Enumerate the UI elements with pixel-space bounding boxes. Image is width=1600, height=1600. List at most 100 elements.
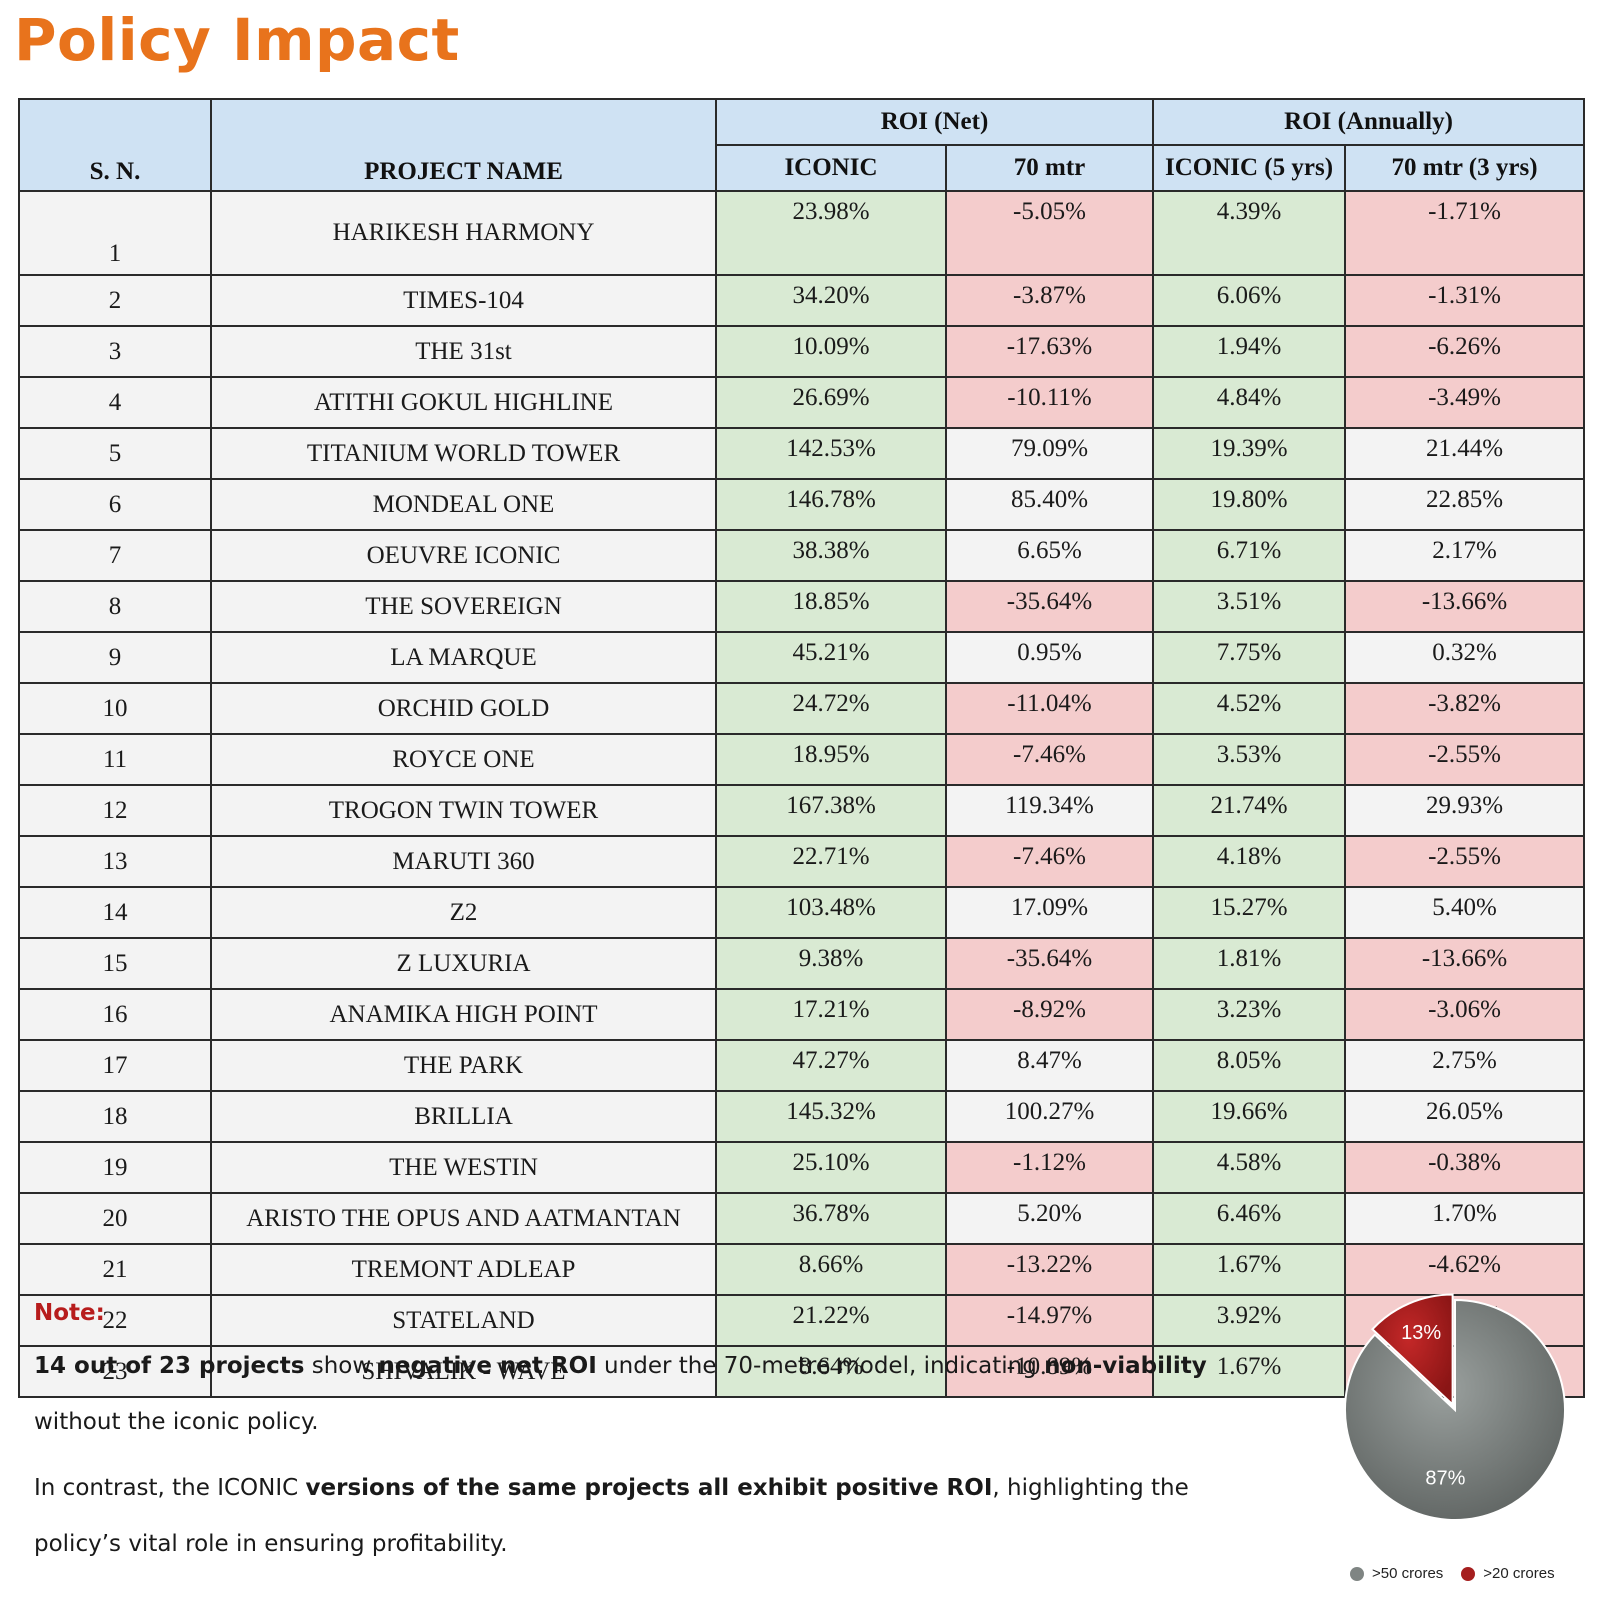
cell-annual-iconic: 3.92% [1152,1294,1347,1347]
cell-net-iconic: 18.95% [715,733,947,786]
cell-net-70mtr: 0.95% [944,631,1155,684]
cell-annual-70mtr: -3.82% [1344,682,1586,735]
cell-project-name: LA MARQUE [210,631,717,684]
cell-net-70mtr: -1.12% [944,1141,1155,1194]
legend-label: >20 crores [1483,1565,1555,1582]
cell-sn: 4 [18,376,212,429]
cell-net-70mtr: -8.92% [944,988,1155,1041]
cell-net-70mtr: -11.04% [944,682,1155,735]
note-emphasis: 14 out of 23 projects [34,1353,305,1379]
cell-sn: 11 [18,733,212,786]
cell-sn: 12 [18,784,212,837]
cell-net-iconic: 142.53% [715,427,947,480]
cell-net-iconic: 45.21% [715,631,947,684]
cell-project-name: ANAMIKA HIGH POINT [210,988,717,1041]
cell-annual-iconic: 19.39% [1152,427,1347,480]
cell-project-name: TIMES-104 [210,274,717,327]
cell-annual-70mtr: 29.93% [1344,784,1586,837]
cell-project-name: TREMONT ADLEAP [210,1243,717,1296]
table-row: 19 THE WESTIN 25.10% -1.12% 4.58% -0.38% [18,1141,1586,1194]
cell-sn: 22 [18,1294,212,1347]
cell-annual-70mtr: -2.55% [1344,835,1586,888]
cell-project-name: THE SOVEREIGN [210,580,717,633]
cell-sn: 3 [18,325,212,378]
note-label: Note: [34,1300,105,1326]
cell-net-iconic: 21.22% [715,1294,947,1347]
cell-sn: 1 [18,190,212,276]
cell-net-70mtr: -7.46% [944,733,1155,786]
cell-project-name: ORCHID GOLD [210,682,717,735]
cell-annual-iconic: 1.67% [1152,1243,1347,1296]
cell-annual-70mtr: -13.66% [1344,937,1586,990]
cell-net-70mtr: -17.63% [944,325,1155,378]
legend-item-50-crores: >50 crores [1350,1565,1443,1582]
pie-chart-svg: 13% 87% [1344,1293,1566,1521]
cell-net-70mtr: -35.64% [944,580,1155,633]
cell-net-iconic: 9.38% [715,937,947,990]
cell-project-name: Z LUXURIA [210,937,717,990]
cell-project-name: MONDEAL ONE [210,478,717,531]
cell-annual-70mtr: -13.66% [1344,580,1586,633]
cell-annual-iconic: 6.06% [1152,274,1347,327]
note-paragraph-1: 14 out of 23 projects show negative net … [34,1338,1274,1450]
note-emphasis: versions of the same projects all exhibi… [305,1475,993,1501]
cell-annual-iconic: 19.66% [1152,1090,1347,1143]
table-row: 15 Z LUXURIA 9.38% -35.64% 1.81% -13.66% [18,937,1586,990]
cell-sn: 19 [18,1141,212,1194]
cell-annual-iconic: 4.52% [1152,682,1347,735]
cell-net-iconic: 18.85% [715,580,947,633]
cell-project-name: TITANIUM WORLD TOWER [210,427,717,480]
header-project-name: PROJECT NAME [210,98,717,192]
cell-net-70mtr: -10.11% [944,376,1155,429]
note-text: without the iconic policy. [34,1409,319,1435]
cell-net-iconic: 36.78% [715,1192,947,1245]
cell-net-70mtr: -7.46% [944,835,1155,888]
cell-annual-70mtr: -1.31% [1344,274,1586,327]
cell-annual-iconic: 4.39% [1152,190,1347,276]
note-text: , highlighting the policy’s vital role i… [34,1475,1189,1557]
cell-net-iconic: 34.20% [715,274,947,327]
legend-swatch-gray [1350,1566,1364,1581]
cell-project-name: THE WESTIN [210,1141,717,1194]
cell-net-iconic: 47.27% [715,1039,947,1092]
cell-net-iconic: 145.32% [715,1090,947,1143]
cell-project-name: HARIKESH HARMONY [210,190,717,276]
cell-net-iconic: 167.38% [715,784,947,837]
cell-net-iconic: 25.10% [715,1141,947,1194]
cell-net-70mtr: -14.97% [944,1294,1155,1347]
cell-sn: 21 [18,1243,212,1296]
cell-annual-iconic: 1.94% [1152,325,1347,378]
cell-annual-iconic: 3.23% [1152,988,1347,1041]
legend-item-20-crores: >20 crores [1461,1565,1555,1582]
cell-project-name: STATELAND [210,1294,717,1347]
cell-net-70mtr: 79.09% [944,427,1155,480]
table-body: 1 HARIKESH HARMONY 23.98% -5.05% 4.39% -1.71%… [18,190,1586,1398]
header-roi-annually: ROI (Annually) [1152,98,1586,146]
note-text: In contrast, the ICONIC [34,1475,306,1501]
cell-project-name: Z2 [210,886,717,939]
cell-net-70mtr: 6.65% [944,529,1155,582]
cell-annual-70mtr: -1.71% [1344,190,1586,276]
cell-annual-iconic: 21.74% [1152,784,1347,837]
roi-table: S. N. PROJECT NAME ROI (Net) ROI (Annual… [18,98,1586,1398]
header-net-iconic: ICONIC [715,144,947,192]
table-row: 4 ATITHI GOKUL HIGHLINE 26.69% -10.11% 4.84%… [18,376,1586,429]
cell-net-70mtr: 85.40% [944,478,1155,531]
cell-net-iconic: 8.64% [715,1345,947,1398]
cell-annual-iconic: 7.75% [1152,631,1347,684]
cell-annual-70mtr: -2.55% [1344,733,1586,786]
cell-net-70mtr: 5.20% [944,1192,1155,1245]
cell-project-name: ARISTO THE OPUS AND AATMANTAN [210,1192,717,1245]
table-row: 7 OEUVRE ICONIC 38.38% 6.65% 6.71% 2.17% [18,529,1586,582]
page-title: Policy Impact [14,6,460,74]
cell-net-70mtr: -5.05% [944,190,1155,276]
cell-project-name: BRILLIA [210,1090,717,1143]
cell-annual-iconic: 3.53% [1152,733,1347,786]
cell-annual-70mtr: -6.26% [1344,325,1586,378]
table-row: 9 LA MARQUE 45.21% 0.95% 7.75% 0.32% [18,631,1586,684]
cell-annual-70mtr: 2.17% [1344,529,1586,582]
cell-annual-iconic: 8.05% [1152,1039,1347,1092]
cell-net-70mtr: 119.34% [944,784,1155,837]
note-block: Note: 14 out of 23 projects show negativ… [34,1300,1274,1582]
cell-annual-70mtr: -0.38% [1344,1141,1586,1194]
